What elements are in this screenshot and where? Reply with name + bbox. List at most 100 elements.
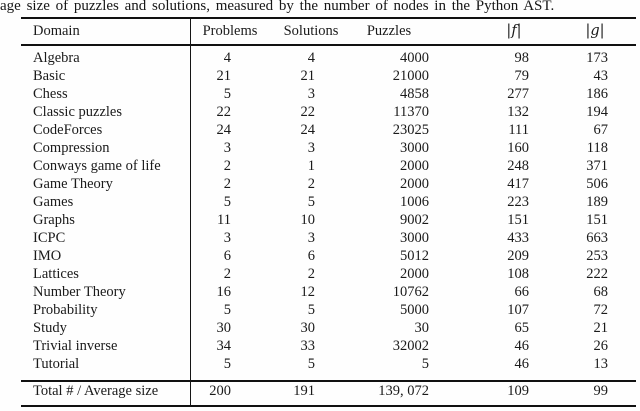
cell-problems: 2 bbox=[223, 158, 231, 174]
cell-total-puzzles: 139, 072 bbox=[378, 383, 429, 399]
col-header-domain: Domain bbox=[33, 23, 80, 39]
cell-puzzles: 2000 bbox=[400, 266, 429, 282]
cell-g-size: 371 bbox=[586, 158, 608, 174]
cell-problems: 5 bbox=[223, 356, 231, 372]
cell-domain: Games bbox=[33, 194, 74, 210]
cell-puzzles: 23025 bbox=[392, 122, 429, 138]
table-body: Algebra 4 4 4000 98 173 Basic 21 21 21000 79 43 Ches… bbox=[21, 49, 636, 373]
cell-g-size: 253 bbox=[586, 248, 608, 264]
col-header-puzzles: Puzzles bbox=[366, 23, 412, 39]
cell-solutions: 1 bbox=[307, 158, 315, 174]
bottomrule bbox=[21, 405, 636, 408]
cell-f-size: 46 bbox=[514, 338, 530, 354]
cell-f-size: 79 bbox=[514, 68, 530, 84]
cell-g-size: 43 bbox=[593, 68, 609, 84]
cell-puzzles: 3000 bbox=[400, 140, 429, 156]
cell-problems: 30 bbox=[216, 320, 232, 336]
column-separator bbox=[190, 17, 192, 407]
cell-f-size: 111 bbox=[508, 122, 529, 138]
cell-domain: Lattices bbox=[33, 266, 79, 282]
table-row: Games 5 5 1006 223 189 bbox=[21, 193, 636, 211]
cell-puzzles: 5 bbox=[421, 356, 429, 372]
cell-f-size: 209 bbox=[507, 248, 529, 264]
cell-solutions: 30 bbox=[300, 320, 316, 336]
cell-g-size: 26 bbox=[593, 338, 609, 354]
cell-f-size: 107 bbox=[507, 302, 529, 318]
cell-problems: 5 bbox=[223, 302, 231, 318]
cell-f-size: 151 bbox=[507, 212, 529, 228]
table-row: Number Theory 16 12 10762 66 68 bbox=[21, 283, 636, 301]
cell-total-label: Total # / Average size bbox=[33, 383, 159, 399]
cell-problems: 16 bbox=[216, 284, 232, 300]
table-row: IMO 6 6 5012 209 253 bbox=[21, 247, 636, 265]
cell-puzzles: 30 bbox=[414, 320, 430, 336]
cell-problems: 4 bbox=[223, 50, 231, 66]
cell-solutions: 21 bbox=[300, 68, 316, 84]
table-row: Algebra 4 4 4000 98 173 bbox=[21, 49, 636, 67]
cell-problems: 5 bbox=[223, 86, 231, 102]
col-header-solutions: Solutions bbox=[283, 23, 339, 39]
header-rule bbox=[21, 44, 636, 46]
cell-solutions: 3 bbox=[307, 140, 315, 156]
cell-f-size: 277 bbox=[507, 86, 529, 102]
cell-solutions: 3 bbox=[307, 230, 315, 246]
table-row: Study 30 30 30 65 21 bbox=[21, 319, 636, 337]
cell-domain: Probability bbox=[33, 302, 98, 318]
cell-g-size: 13 bbox=[593, 356, 609, 372]
cell-problems: 11 bbox=[217, 212, 231, 228]
cell-domain: Basic bbox=[33, 68, 66, 84]
cell-problems: 3 bbox=[223, 230, 231, 246]
table-row: Trivial inverse 34 33 32002 46 26 bbox=[21, 337, 636, 355]
cell-domain: ICPC bbox=[33, 230, 66, 246]
table-row: Chess 5 3 4858 277 186 bbox=[21, 85, 636, 103]
cell-solutions: 2 bbox=[307, 176, 315, 192]
cell-g-size: 173 bbox=[586, 50, 608, 66]
cell-solutions: 10 bbox=[300, 212, 316, 228]
cell-problems: 34 bbox=[216, 338, 232, 354]
cell-g-size: 663 bbox=[586, 230, 608, 246]
cell-puzzles: 1006 bbox=[400, 194, 429, 210]
table-row: Compression 3 3 3000 160 118 bbox=[21, 139, 636, 157]
cell-f-size: 160 bbox=[507, 140, 529, 156]
cell-puzzles: 3000 bbox=[400, 230, 429, 246]
cell-f-size: 46 bbox=[514, 356, 530, 372]
table-row: Graphs 11 10 9002 151 151 bbox=[21, 211, 636, 229]
cell-puzzles: 10762 bbox=[392, 284, 429, 300]
cell-solutions: 2 bbox=[307, 266, 315, 282]
cell-puzzles: 4858 bbox=[400, 86, 429, 102]
cell-problems: 21 bbox=[216, 68, 232, 84]
table-row: Lattices 2 2 2000 108 222 bbox=[21, 265, 636, 283]
table-row: Basic 21 21 21000 79 43 bbox=[21, 67, 636, 85]
table-header-row: Domain Problems Solutions Puzzles |f| |g… bbox=[21, 20, 636, 42]
cell-total-solutions: 191 bbox=[293, 383, 315, 399]
cell-puzzles: 5000 bbox=[400, 302, 429, 318]
cell-puzzles: 9002 bbox=[400, 212, 429, 228]
cell-solutions: 33 bbox=[300, 338, 316, 354]
cell-domain: Chess bbox=[33, 86, 68, 102]
cell-domain: Tutorial bbox=[33, 356, 80, 372]
toprule bbox=[21, 17, 636, 19]
table-row: ICPC 3 3 3000 433 663 bbox=[21, 229, 636, 247]
table-row: Tutorial 5 5 5 46 13 bbox=[21, 355, 636, 373]
cell-puzzles: 21000 bbox=[392, 68, 429, 84]
cell-domain: Game Theory bbox=[33, 176, 113, 192]
cell-g-size: 186 bbox=[586, 86, 608, 102]
table-caption: age size of puzzles and solutions, measu… bbox=[0, 0, 555, 14]
cell-g-size: 21 bbox=[593, 320, 609, 336]
cell-f-size: 248 bbox=[507, 158, 529, 174]
cell-f-size: 98 bbox=[514, 50, 530, 66]
cell-solutions: 5 bbox=[307, 194, 315, 210]
cell-g-size: 151 bbox=[586, 212, 608, 228]
table-row: Game Theory 2 2 2000 417 506 bbox=[21, 175, 636, 193]
cell-solutions: 6 bbox=[307, 248, 315, 264]
col-header-problems: Problems bbox=[202, 23, 258, 39]
cell-domain: Number Theory bbox=[33, 284, 126, 300]
cell-solutions: 4 bbox=[307, 50, 315, 66]
cell-g-size: 118 bbox=[586, 140, 608, 156]
cell-domain: Conways game of life bbox=[33, 158, 161, 174]
cell-f-size: 65 bbox=[514, 320, 530, 336]
table-row: Probability 5 5 5000 107 72 bbox=[21, 301, 636, 319]
cell-solutions: 22 bbox=[300, 104, 316, 120]
cell-domain: Graphs bbox=[33, 212, 75, 228]
